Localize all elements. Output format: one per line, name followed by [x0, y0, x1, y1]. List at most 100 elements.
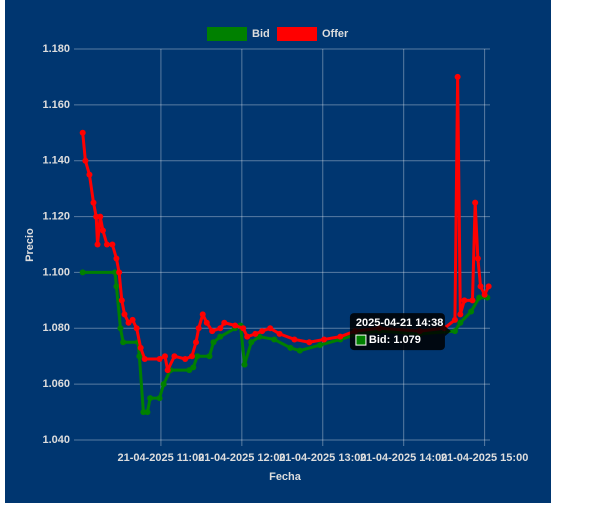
data-point [94, 241, 101, 248]
x-tick-label: 21-04-2025 12:00 [198, 452, 285, 464]
data-point [113, 283, 120, 290]
y-tick-label: 1.080 [42, 322, 70, 334]
data-point [82, 157, 89, 164]
data-point [133, 325, 140, 332]
data-point [457, 319, 464, 326]
data-point [90, 199, 97, 206]
data-point [232, 322, 239, 329]
chart-background [5, 0, 551, 503]
x-tick-label: 21-04-2025 11:00 [117, 452, 204, 464]
data-point [210, 339, 217, 346]
data-point [337, 333, 344, 340]
data-point [217, 325, 224, 332]
data-point [99, 227, 106, 234]
data-point [160, 381, 167, 388]
data-point [97, 213, 104, 220]
y-tick-label: 1.100 [42, 266, 70, 278]
data-point [474, 255, 481, 262]
data-point [144, 409, 151, 416]
data-point [199, 311, 206, 318]
legend-label: Bid [252, 28, 270, 40]
data-point [203, 319, 210, 326]
data-point [116, 269, 123, 276]
data-point [103, 241, 110, 248]
data-point [161, 353, 168, 360]
data-point [287, 344, 294, 351]
y-tick-label: 1.060 [42, 378, 70, 390]
data-point [451, 316, 458, 323]
y-tick-label: 1.140 [42, 155, 70, 167]
data-point [190, 364, 197, 371]
data-point [477, 283, 484, 290]
data-point [156, 395, 163, 402]
data-point [195, 325, 202, 332]
data-point [217, 333, 224, 340]
data-point [457, 311, 464, 318]
data-point [221, 319, 228, 326]
tooltip-caret [444, 326, 451, 337]
tooltip-box [349, 313, 445, 351]
data-point [137, 344, 144, 351]
data-point [485, 283, 492, 290]
data-point [171, 353, 178, 360]
data-point [291, 336, 298, 343]
y-axis-title: Precio [24, 228, 36, 262]
x-tick-label: 21-04-2025 13:00 [279, 452, 366, 464]
y-tick-label: 1.040 [42, 434, 70, 446]
data-point [117, 325, 124, 332]
data-point [136, 353, 143, 360]
data-point [120, 339, 127, 346]
y-tick-label: 1.160 [42, 99, 70, 111]
data-point [141, 356, 148, 363]
data-point [147, 395, 154, 402]
data-point [206, 353, 213, 360]
data-point [296, 347, 303, 354]
data-point [321, 336, 328, 343]
data-point [317, 342, 324, 349]
data-point [192, 339, 199, 346]
data-point [244, 333, 251, 340]
tooltip-label: Bid: 1.079 [369, 334, 421, 346]
tooltip-swatch [355, 334, 367, 346]
data-point [476, 294, 483, 301]
data-point [267, 325, 274, 332]
legend-label: Offer [322, 28, 349, 40]
x-tick-label: 21-04-2025 15:00 [441, 452, 528, 464]
data-point [271, 336, 278, 343]
data-point [472, 199, 479, 206]
data-point [79, 269, 86, 276]
data-point [164, 367, 171, 374]
data-point [194, 353, 201, 360]
data-point [481, 291, 488, 298]
data-point [118, 297, 125, 304]
data-point [79, 129, 86, 136]
data-point [109, 241, 116, 248]
y-tick-label: 1.180 [42, 43, 70, 55]
legend-swatch [207, 27, 247, 41]
x-tick-label: 21-04-2025 14:00 [360, 452, 447, 464]
data-point [461, 297, 468, 304]
data-point [209, 328, 216, 335]
data-point [241, 361, 248, 368]
tooltip: 2025-04-21 14:38 Bid: 1.079 [349, 313, 451, 351]
data-point [113, 255, 120, 262]
data-point [454, 73, 461, 80]
y-tick-label: 1.120 [42, 210, 70, 222]
data-point [259, 328, 266, 335]
data-point [451, 328, 458, 335]
data-point [188, 353, 195, 360]
data-point [182, 356, 189, 363]
tooltip-title: 2025-04-21 14:38 [356, 317, 443, 329]
data-point [248, 339, 255, 346]
data-point [469, 297, 476, 304]
data-point [156, 356, 163, 363]
data-point [240, 325, 247, 332]
legend-swatch [277, 27, 317, 41]
data-point [276, 330, 283, 337]
data-point [252, 330, 259, 337]
data-point [468, 308, 475, 315]
data-point [129, 316, 136, 323]
x-axis-title: Fecha [269, 471, 302, 483]
data-point [86, 171, 93, 178]
